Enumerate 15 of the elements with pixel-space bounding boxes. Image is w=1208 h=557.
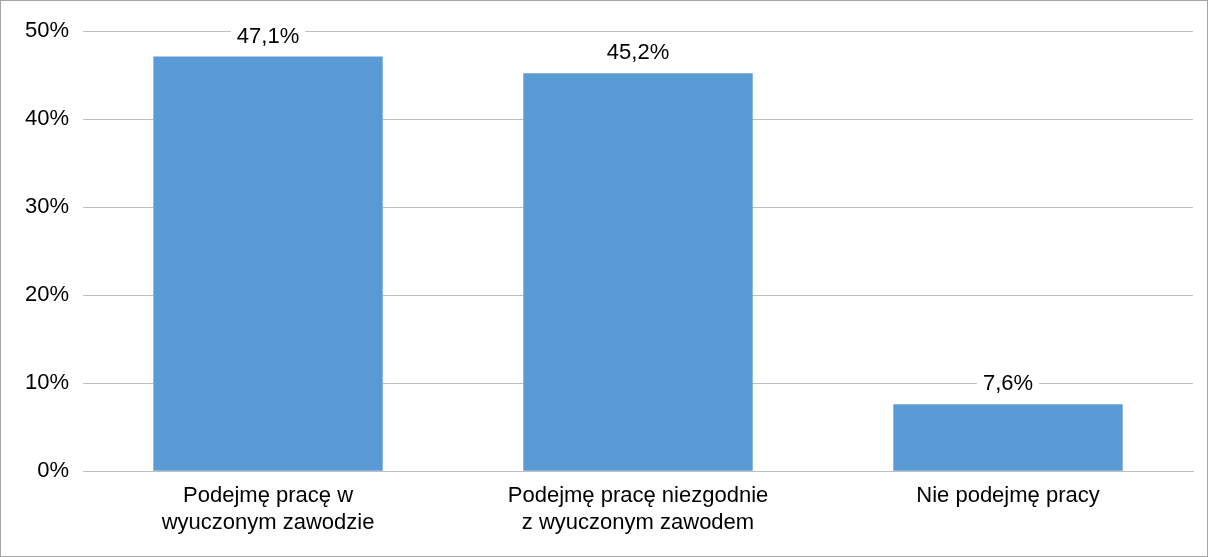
y-tick-label: 30% bbox=[24, 193, 70, 219]
bar bbox=[523, 73, 753, 471]
bar bbox=[893, 404, 1123, 471]
y-tick-label: 10% bbox=[24, 369, 70, 395]
x-tick-label: Nie podejmę pracy bbox=[916, 482, 1100, 508]
y-tick-label: 0% bbox=[37, 457, 70, 483]
data-label: 7,6% bbox=[982, 370, 1034, 396]
y-tick-label: 40% bbox=[24, 105, 70, 131]
x-tick-label: Podejmę pracę w wyuczonym zawodzie bbox=[160, 482, 375, 534]
y-tick-label: 20% bbox=[24, 281, 70, 307]
bar bbox=[153, 56, 383, 471]
data-label: 45,2% bbox=[606, 39, 670, 65]
data-label: 47,1% bbox=[236, 22, 300, 48]
y-tick-label: 50% bbox=[24, 17, 70, 43]
x-tick-label: Podejmę pracę niezgodnie z wyuczonym zawodem bbox=[507, 482, 769, 534]
